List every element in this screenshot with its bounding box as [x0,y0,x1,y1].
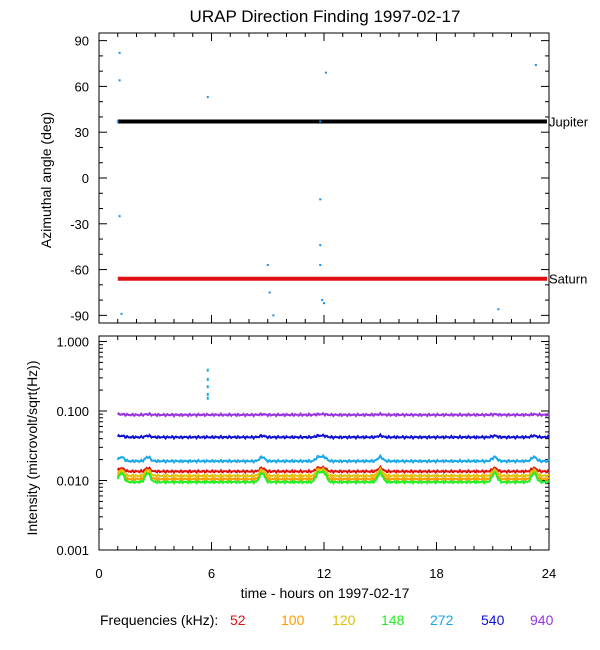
legend-entry-100: 100 [281,612,305,628]
legend-entry-120: 120 [332,612,356,628]
direction-point [118,51,121,54]
legend-entry-272: 272 [430,612,454,628]
x-tick-label: 24 [542,566,556,581]
x-tick-label: 12 [317,566,331,581]
direction-panel: -90 -60 -30 0 30 60 90 Jupiter Saturn [70,32,589,324]
bottom-y-tick-label: 0.100 [56,404,89,419]
direction-point [319,244,322,247]
spike-point [206,392,209,396]
series-940-khz [117,411,550,418]
direction-point [534,64,537,67]
intensity-panel: 0.001 0.010 0.100 1.000 0 6 12 18 24 [56,335,556,581]
legend-entry-540: 540 [481,612,505,628]
top-y-tick-label: 0 [82,171,89,186]
series-120-khz [116,466,550,479]
spike-point [206,385,209,389]
direction-point [319,120,322,123]
reference-label-saturn: Saturn [549,272,587,287]
direction-point [324,71,327,74]
direction-point [319,198,322,201]
x-tick-label: 18 [429,566,443,581]
top-y-axis-label: Azimuthal angle (deg) [38,112,54,248]
spike-point [206,396,209,400]
legend-entry-940: 940 [530,612,554,628]
top-y-tick-label: -90 [70,308,89,323]
direction-point [116,120,119,123]
direction-point [319,264,322,266]
frequency-legend: Frequencies (kHz): 52 100 120 148 272 54… [0,608,600,634]
bottom-y-axis-label: Intensity (microvolt/sqrt(Hz)) [24,360,40,535]
direction-point [120,312,123,315]
direction-point [206,96,209,99]
legend-entry-148: 148 [381,612,405,628]
direction-point [118,215,121,218]
series-540-khz [116,432,550,441]
top-y-tick-label: 90 [75,34,89,49]
frequency-legend-title: Frequencies (kHz): [100,612,219,628]
direction-point [497,308,500,311]
direction-point [323,302,325,305]
x-tick-label: 6 [208,566,215,581]
reference-label-jupiter: Jupiter [549,115,589,130]
direction-point [272,314,275,317]
x-axis-label: time - hours on 1997-02-17 [241,585,410,601]
direction-point [266,264,269,266]
series-148-khz [116,469,550,485]
bottom-plot-frame [98,335,550,551]
direction-point [118,79,121,82]
top-y-tick-label: -60 [70,263,89,278]
chart-title: URAP Direction Finding 1997-02-17 [190,7,461,26]
bottom-y-tick-label: 0.001 [56,543,89,558]
legend-entry-52: 52 [230,612,246,628]
x-tick-label: 0 [95,566,102,581]
direction-point [268,291,271,294]
spike-point [206,377,209,381]
series-52-khz [116,464,550,475]
top-y-tick-label: -30 [70,217,89,232]
direction-point [321,299,324,302]
series-272-khz [116,453,550,465]
bottom-y-tick-label: 1.000 [56,335,89,350]
series-100-khz [116,469,550,482]
spike-point [206,368,209,372]
bottom-y-tick-label: 0.010 [56,474,89,489]
top-y-tick-label: 60 [75,79,89,94]
top-y-tick-label: 30 [75,125,89,140]
